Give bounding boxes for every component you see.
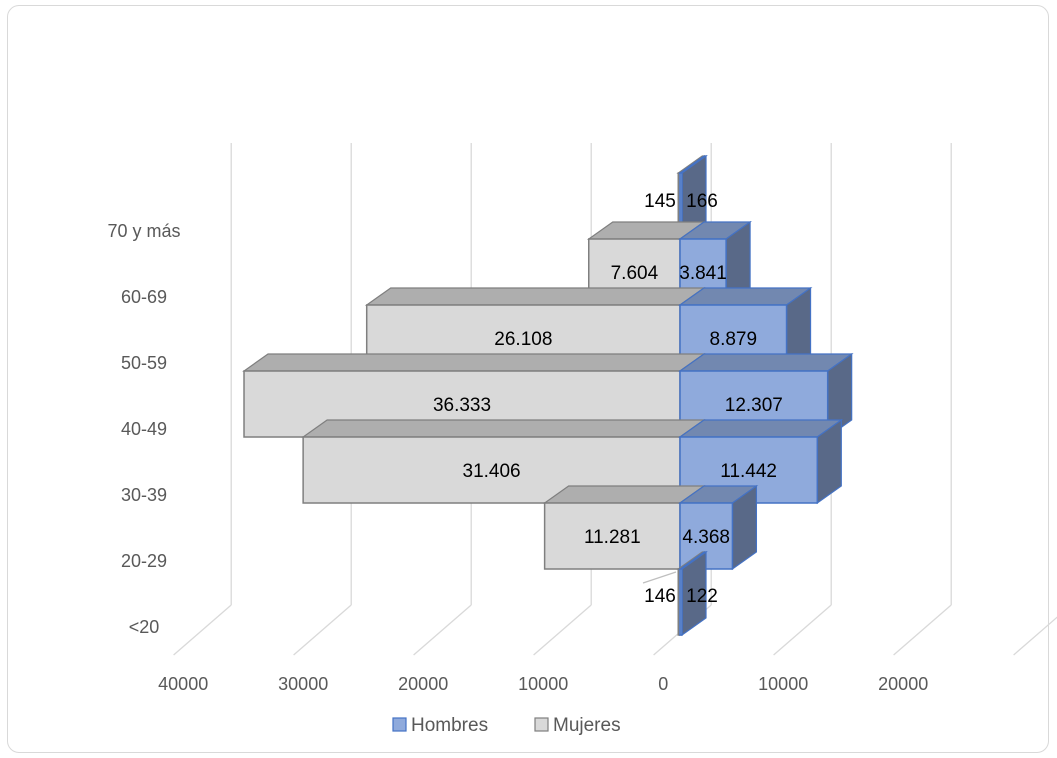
leader-line bbox=[642, 571, 677, 584]
bar-label-mujeres: 36.333 bbox=[433, 395, 491, 416]
legend-swatch bbox=[392, 717, 407, 732]
x-tick-label: 30000 bbox=[278, 674, 328, 694]
x-tick-label: 10000 bbox=[758, 674, 808, 694]
category-label: 50-59 bbox=[121, 353, 167, 373]
bar-label-mujeres: 26.108 bbox=[494, 329, 552, 350]
legend[interactable]: Hombres Mujeres bbox=[392, 715, 621, 736]
bar-label-hombres: 122 bbox=[686, 586, 718, 607]
category-labels: <20 20-29 30-39 40-49 50-59 60-69 70 y más bbox=[107, 221, 180, 637]
bar-hombres-0-front bbox=[679, 568, 683, 636]
legend-label: Hombres bbox=[411, 715, 488, 736]
category-label: 60-69 bbox=[121, 287, 167, 307]
bar-mujeres-2 bbox=[301, 418, 706, 505]
category-label: 70 y más bbox=[107, 221, 180, 241]
bar-label-mujeres: 11.281 bbox=[584, 527, 641, 548]
x-tick-label: 20000 bbox=[878, 674, 928, 694]
category-label: 40-49 bbox=[121, 419, 167, 439]
gridline-floor bbox=[173, 604, 232, 656]
legend-item-hombres[interactable]: Hombres bbox=[392, 715, 488, 736]
x-tick-label: 40000 bbox=[158, 674, 208, 694]
bar-label-mujeres: 146 bbox=[644, 586, 676, 607]
category-label: 30-39 bbox=[121, 485, 167, 505]
bar-label-hombres: 3.841 bbox=[679, 263, 727, 284]
category-label: 20-29 bbox=[121, 551, 167, 571]
bar-label-hombres: 166 bbox=[686, 191, 718, 212]
bar-hombres-0 bbox=[678, 550, 708, 637]
bars bbox=[242, 154, 854, 637]
gridline-floor bbox=[413, 604, 472, 656]
legend-label: Mujeres bbox=[553, 715, 621, 736]
gridline-floor bbox=[893, 604, 952, 656]
bar-labels: 146 122 11.281 4.368 31.406 11.442 36.333 12.30… bbox=[433, 191, 783, 607]
bar-hombres-1 bbox=[678, 484, 759, 571]
bar-label-hombres: 12.307 bbox=[725, 395, 783, 416]
bar-mujeres-4-top bbox=[364, 287, 706, 306]
bar-label-hombres: 11.442 bbox=[720, 461, 777, 482]
bar-label-mujeres: 145 bbox=[644, 191, 676, 212]
legend-swatch bbox=[534, 717, 549, 732]
bar-mujeres-1-top bbox=[542, 485, 706, 504]
bar-label-mujeres: 31.406 bbox=[463, 461, 521, 482]
bar-mujeres-3-top bbox=[242, 353, 706, 372]
bar-hombres-3-top bbox=[678, 353, 854, 372]
bar-mujeres-1-front bbox=[543, 502, 681, 570]
bar-label-hombres: 4.368 bbox=[682, 527, 730, 548]
x-tick-label: 20000 bbox=[398, 674, 448, 694]
bar-label-mujeres: 7.604 bbox=[611, 263, 659, 284]
x-tick-label: 10000 bbox=[518, 674, 568, 694]
bar-label-hombres: 8.879 bbox=[710, 329, 758, 350]
gridline-floor bbox=[773, 604, 832, 656]
bar-hombres-2-top bbox=[678, 419, 844, 438]
gridline-floor bbox=[533, 604, 592, 656]
bar-mujeres-2-top bbox=[301, 419, 706, 438]
category-label: <20 bbox=[129, 617, 160, 637]
x-tick-labels: 40000 30000 20000 10000 0 10000 20000 bbox=[158, 674, 928, 694]
gridline-floor bbox=[1013, 616, 1057, 656]
legend-item-mujeres[interactable]: Mujeres bbox=[534, 715, 621, 736]
x-tick-label: 0 bbox=[658, 674, 668, 694]
gridline-floor bbox=[293, 604, 352, 656]
